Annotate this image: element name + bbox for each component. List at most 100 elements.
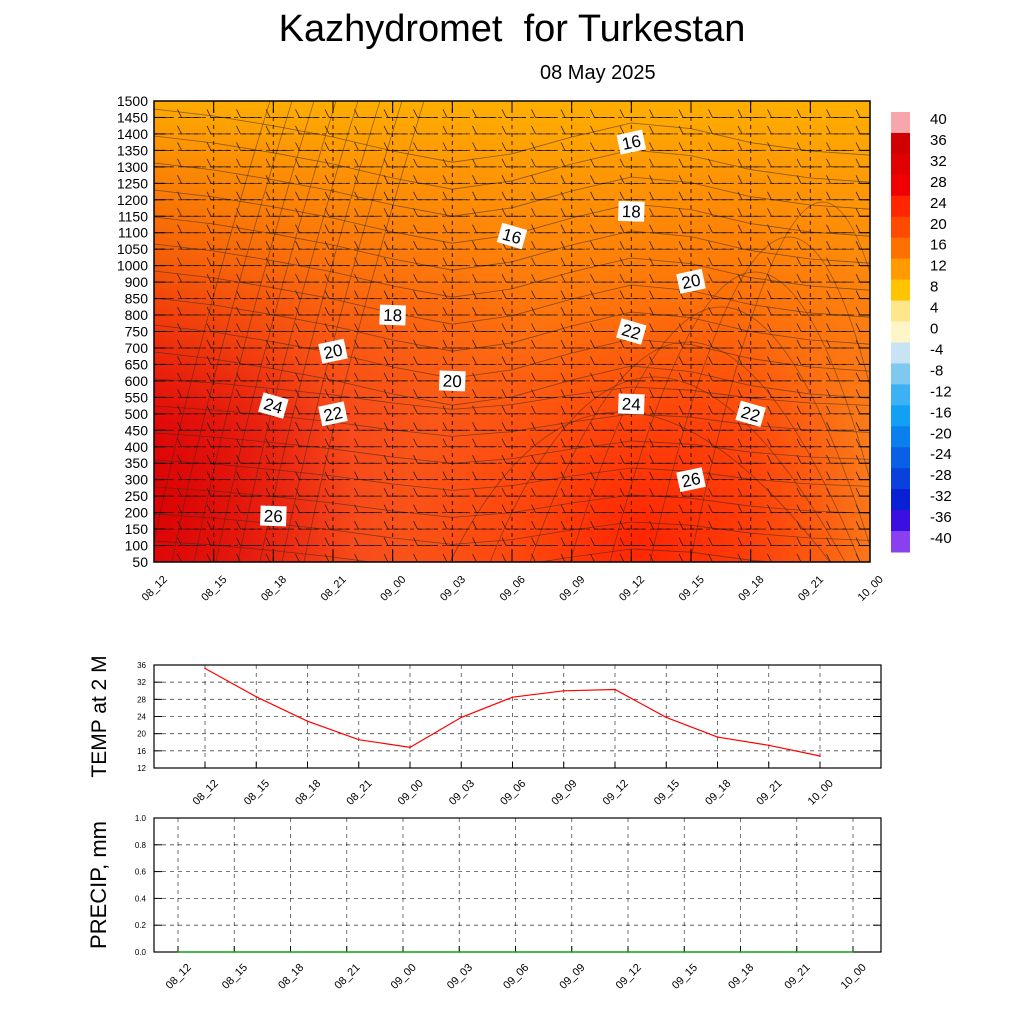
contour-label-text: 24: [261, 394, 284, 417]
wind-barb: [177, 372, 202, 382]
wind-barb: [505, 101, 526, 102]
data-point: [852, 951, 854, 953]
wind-barb: [649, 257, 674, 266]
wind-barb: [472, 553, 497, 562]
wind-barb: [708, 553, 733, 562]
wind-barb: [265, 537, 290, 546]
wind-barb: [358, 101, 379, 102]
x-tick-label: 08_21: [332, 962, 362, 992]
y-tick-label: 32: [137, 678, 146, 687]
colorbar-tick-label: 28: [930, 174, 947, 191]
colorbar-tick-label: -24: [930, 446, 952, 463]
wind-barb: [826, 422, 851, 431]
x-tick-label: 08_18: [293, 778, 323, 808]
wind-barb: [619, 553, 644, 562]
data-point: [204, 667, 206, 670]
wind-barb: [826, 553, 851, 562]
wind-barb: [737, 487, 762, 497]
wind-barb: [826, 405, 851, 415]
wind-barb: [354, 191, 379, 201]
wind-barb: [354, 339, 379, 349]
x-tick-label: 09_06: [501, 962, 531, 992]
wind-barb: [177, 537, 202, 546]
wind-barb: [354, 241, 379, 250]
y-tick-label: 20: [137, 730, 146, 739]
y-tick-label: 750: [125, 324, 149, 340]
wind-barb: [649, 422, 674, 431]
x-tick-label: 08_21: [319, 574, 349, 604]
wind-barb: [446, 101, 467, 102]
wind-barb: [177, 273, 202, 283]
wind-barb: [737, 241, 762, 250]
wind-barb: [826, 191, 851, 201]
wind-barb: [649, 142, 674, 151]
wind-barb: [649, 191, 674, 201]
wind-barb: [328, 101, 349, 102]
wind-barb: [177, 257, 202, 266]
x-tick-label: 10_00: [839, 962, 869, 992]
wind-barb: [177, 175, 202, 184]
wind-barb: [177, 504, 202, 513]
y-tick-label: 24: [137, 713, 146, 722]
wind-barb: [800, 101, 821, 102]
x-tick-label: 09_18: [726, 962, 756, 992]
wind-barb: [826, 438, 851, 448]
wind-barb: [826, 257, 851, 266]
wind-barb: [210, 101, 231, 102]
wind-barb: [737, 142, 762, 151]
wind-barb: [177, 208, 202, 217]
data-point: [570, 951, 573, 953]
wind-barb: [826, 323, 851, 332]
wind-barb: [354, 208, 379, 217]
wind-barb: [737, 356, 762, 365]
wind-barb: [649, 405, 674, 415]
colorbar-segment: [891, 237, 910, 260]
contour-label-text: 16: [500, 225, 523, 248]
y-tick-label: 650: [125, 356, 149, 372]
y-tick-label: 1450: [117, 109, 148, 125]
contour-line: [154, 101, 271, 545]
y-tick-label: 12: [137, 764, 146, 773]
y-tick-label: 1000: [117, 258, 148, 274]
x-tick-label: 08_15: [220, 962, 250, 992]
x-tick-label: 08_15: [242, 778, 272, 808]
contour-label-box: [676, 268, 706, 294]
wind-barb: [649, 455, 674, 464]
contour-label-text: 20: [680, 271, 702, 294]
data-point: [402, 951, 404, 953]
wind-barb: [826, 109, 851, 118]
contour-label: 22: [616, 318, 647, 345]
y-tick-label: 150: [125, 521, 149, 537]
wind-barb: [649, 208, 674, 217]
wind-barb: [737, 553, 762, 562]
wind-barb: [826, 142, 851, 151]
contour-label-box: [318, 401, 348, 427]
x-tick-label: 10_00: [806, 778, 836, 808]
wind-barb: [826, 224, 851, 234]
wind-barb: [737, 471, 762, 481]
x-tick-label: 09_15: [677, 574, 707, 604]
wind-barb: [737, 306, 762, 316]
y-tick-label: 100: [125, 538, 149, 554]
wind-barb: [649, 273, 674, 283]
wind-barb: [653, 101, 674, 102]
contour-label-box: [676, 467, 706, 493]
wind-barb: [859, 101, 870, 102]
wind-barb: [354, 520, 379, 530]
x-tick-label: 09_03: [447, 778, 477, 808]
wind-barb: [383, 553, 408, 562]
wind-barb: [240, 101, 261, 102]
wind-barb: [564, 101, 585, 102]
contour-line: [154, 432, 870, 464]
data-point: [562, 689, 565, 692]
wind-barb: [826, 389, 851, 398]
wind-barb: [265, 553, 290, 562]
wind-barb: [649, 306, 674, 316]
contour-label-text: 22: [619, 320, 642, 343]
wind-barb: [354, 109, 379, 118]
x-tick-label: 08_18: [259, 574, 289, 604]
contour-line: [303, 101, 425, 562]
wind-barb: [649, 125, 674, 135]
contour-label-box: [616, 318, 647, 345]
